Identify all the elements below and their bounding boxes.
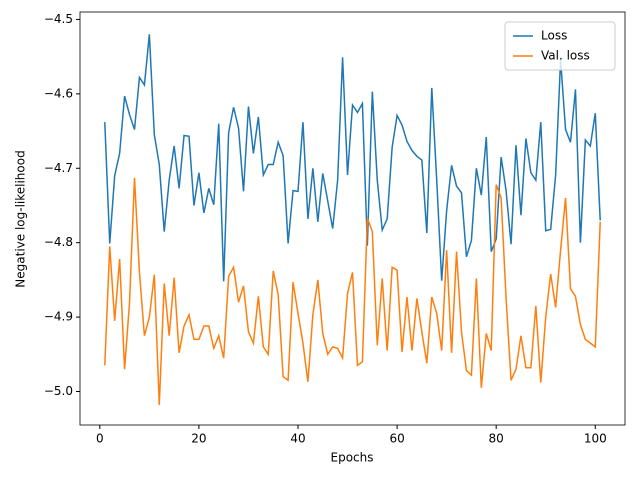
y-tick-label: −4.9 <box>44 310 73 324</box>
x-tick-label: 100 <box>584 432 607 446</box>
legend-label: Val. loss <box>541 49 590 63</box>
legend-box <box>504 21 616 71</box>
y-axis-label: Negative log-likelihood <box>14 150 28 287</box>
y-tick-label: −4.8 <box>44 235 73 249</box>
series-line <box>104 177 601 405</box>
legend-label: Loss <box>541 29 567 43</box>
plot-frame <box>79 11 626 426</box>
x-tick-label: 20 <box>191 432 206 446</box>
x-tick-label: 0 <box>96 432 104 446</box>
x-tick-label: 40 <box>290 432 305 446</box>
series-line <box>104 34 601 282</box>
y-tick-label: −5.0 <box>44 384 73 398</box>
y-tick-label: −4.5 <box>44 12 73 26</box>
y-tick-label: −4.6 <box>44 86 73 100</box>
x-tick-label: 80 <box>489 432 504 446</box>
y-tick-label: −4.7 <box>44 161 73 175</box>
x-tick-label: 60 <box>389 432 404 446</box>
x-axis-label: Epochs <box>331 451 374 465</box>
